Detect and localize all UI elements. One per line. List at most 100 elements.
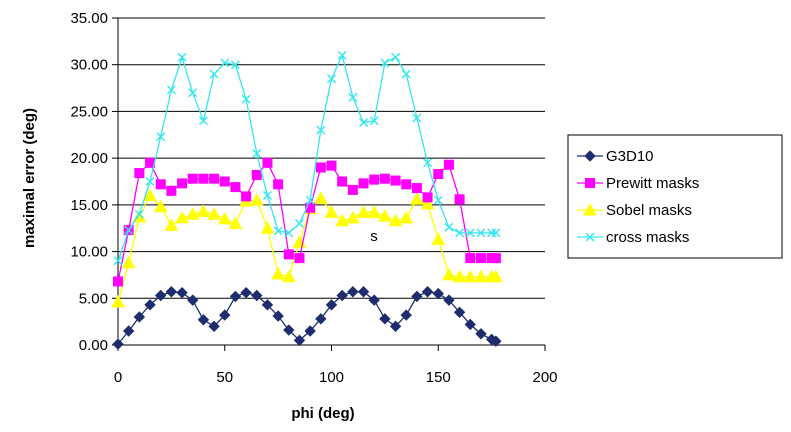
y-tick-label: 30.00: [70, 57, 108, 74]
data-point: [336, 289, 348, 302]
data-point: [357, 286, 370, 298]
y-tick-label: 5.00: [79, 290, 108, 307]
data-point: [431, 232, 446, 245]
data-point: [293, 334, 306, 347]
data-point: [154, 289, 167, 302]
data-point: [315, 162, 326, 173]
legend-item[interactable]: Prewitt masks: [577, 175, 699, 192]
data-point: [442, 267, 456, 281]
y-tick-label: 10.00: [70, 244, 108, 261]
data-point: [347, 286, 359, 298]
data-point: [196, 204, 211, 217]
data-point: [401, 69, 411, 79]
data-point: [217, 211, 232, 225]
data-point: [335, 213, 350, 227]
data-point: [283, 249, 294, 260]
data-point: [390, 175, 401, 186]
legend-marker: [585, 232, 595, 242]
data-point: [327, 74, 336, 84]
data-point: [313, 191, 328, 204]
data-point: [465, 228, 475, 238]
data-point: [359, 118, 369, 128]
data-point: [337, 176, 348, 187]
series-prewitt-masks: [113, 157, 501, 287]
legend-label: cross masks: [606, 229, 689, 246]
data-point: [324, 205, 339, 218]
legend-item[interactable]: Sobel masks: [577, 202, 692, 219]
legend[interactable]: G3D10 Prewitt masks Sobel masks cross masks: [567, 134, 783, 259]
x-tick-label: 100: [319, 369, 344, 386]
data-point: [356, 205, 371, 218]
data-point: [410, 192, 424, 205]
series-layer: [111, 50, 503, 350]
data-point: [490, 335, 502, 347]
annotation-label: s: [370, 228, 378, 245]
data-point: [241, 94, 251, 104]
data-point: [489, 269, 503, 283]
data-point: [209, 173, 220, 184]
data-point: [464, 318, 476, 331]
data-point: [240, 286, 252, 299]
data-point: [433, 195, 443, 205]
data-point: [164, 218, 179, 231]
data-point: [230, 182, 241, 193]
legend-label: Sobel masks: [606, 202, 692, 219]
data-point: [444, 222, 454, 232]
data-point: [475, 328, 487, 340]
legend-item[interactable]: cross masks: [577, 229, 689, 246]
data-point: [153, 199, 168, 213]
data-point: [262, 157, 273, 168]
data-point: [487, 228, 497, 238]
x-tick-label: 200: [532, 369, 557, 386]
x-tick-label: 0: [114, 369, 122, 386]
y-tick-label: 15.00: [70, 197, 108, 214]
data-point: [305, 202, 316, 213]
data-point: [475, 253, 486, 264]
data-point: [316, 125, 326, 135]
legend-marker: [585, 178, 595, 188]
data-point: [378, 209, 392, 222]
series-g3d10: [112, 286, 502, 350]
data-point: [325, 299, 338, 311]
data-point: [134, 168, 145, 179]
legend-box: [567, 134, 783, 259]
data-point: [133, 311, 146, 323]
data-point: [294, 219, 304, 229]
data-point: [208, 320, 220, 333]
data-point: [166, 185, 177, 196]
data-point: [391, 52, 401, 62]
data-point: [156, 132, 166, 142]
data-point: [124, 225, 134, 235]
data-point: [177, 178, 188, 189]
data-point: [337, 50, 347, 60]
data-point: [474, 269, 488, 283]
data-point: [368, 294, 380, 306]
x-axis-title: phi (deg): [291, 405, 354, 422]
data-point: [379, 313, 391, 325]
data-point: [185, 207, 200, 220]
data-point: [400, 309, 412, 321]
data-point: [220, 58, 230, 68]
data-point: [423, 158, 433, 168]
data-point: [380, 58, 390, 68]
data-point: [198, 116, 208, 126]
data-point: [134, 209, 144, 219]
data-point: [348, 92, 358, 102]
data-point: [166, 85, 176, 95]
data-point: [207, 207, 221, 220]
data-point: [379, 173, 390, 184]
data-point: [369, 116, 379, 126]
axes: [112, 17, 546, 351]
legend-item[interactable]: G3D10: [577, 148, 654, 165]
data-point: [454, 194, 465, 205]
series-line: [117, 291, 497, 345]
data-point: [230, 60, 240, 70]
data-point: [432, 287, 444, 300]
data-point: [420, 196, 435, 210]
data-point: [261, 299, 274, 311]
gridlines: [118, 17, 545, 299]
data-point: [113, 276, 123, 287]
data-point: [305, 195, 315, 205]
data-point: [367, 205, 382, 218]
